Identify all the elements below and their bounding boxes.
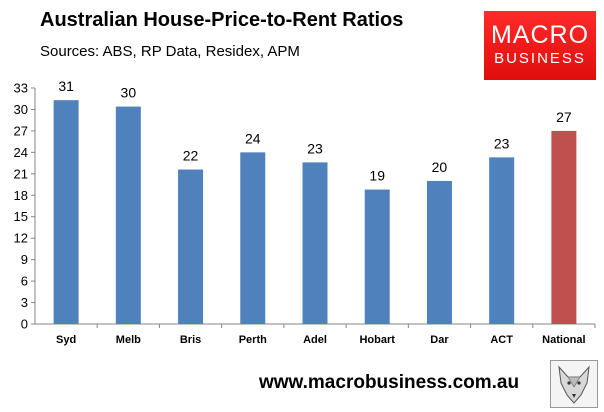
chart-bars bbox=[53, 100, 577, 325]
y-tick-label: 0 bbox=[21, 317, 28, 332]
data-label: 27 bbox=[556, 109, 572, 125]
y-tick-label: 18 bbox=[14, 188, 28, 203]
y-tick-label: 3 bbox=[21, 295, 28, 310]
x-tick-label: Syd bbox=[56, 334, 76, 346]
y-tick-label: 33 bbox=[14, 81, 28, 96]
wolf-head-icon bbox=[550, 360, 598, 408]
y-tick-label: 12 bbox=[14, 231, 28, 246]
bar bbox=[489, 157, 515, 324]
x-tick-label: ACT bbox=[490, 334, 513, 346]
x-tick-label: National bbox=[542, 334, 585, 346]
x-tick-label: Perth bbox=[239, 334, 267, 346]
data-label: 24 bbox=[245, 130, 261, 146]
y-tick-label: 30 bbox=[14, 102, 28, 117]
chart-labels: 0 3 6 9 12 15 18 21 24 27 30 33 31 Syd 30 Melb 22 Bris 24 P… bbox=[14, 78, 586, 346]
x-tick-label: Melb bbox=[116, 334, 141, 346]
data-label: 31 bbox=[58, 78, 74, 94]
data-label: 22 bbox=[183, 148, 199, 164]
data-label: 20 bbox=[432, 159, 448, 175]
bar bbox=[240, 152, 266, 324]
x-tick-label: Hobart bbox=[359, 334, 395, 346]
logo-line-2: BUSINESS bbox=[494, 50, 586, 67]
x-tick-label: Dar bbox=[430, 334, 449, 346]
data-label: 23 bbox=[307, 140, 323, 156]
x-tick-label: Bris bbox=[180, 334, 201, 346]
y-tick-label: 6 bbox=[21, 274, 28, 289]
website-url[interactable]: www.macrobusiness.com.au bbox=[259, 372, 520, 393]
data-label: 30 bbox=[121, 85, 137, 101]
y-tick-label: 15 bbox=[14, 209, 28, 224]
y-tick-label: 21 bbox=[14, 166, 28, 181]
chart-title: Australian House-Price-to-Rent Ratios bbox=[40, 9, 404, 31]
logo-line-1: MACRO bbox=[490, 21, 590, 49]
bar bbox=[115, 106, 141, 325]
bar bbox=[551, 130, 577, 324]
bar bbox=[426, 180, 452, 324]
bar bbox=[178, 169, 204, 324]
data-label: 23 bbox=[494, 135, 510, 151]
bar bbox=[53, 100, 79, 324]
bar bbox=[302, 162, 328, 324]
chart-subtitle: Sources: ABS, RP Data, Residex, APM bbox=[40, 43, 300, 60]
y-tick-label: 27 bbox=[14, 123, 28, 138]
y-tick-label: 24 bbox=[14, 145, 28, 160]
data-label: 19 bbox=[369, 168, 385, 184]
x-tick-label: Adel bbox=[303, 334, 327, 346]
macrobusiness-logo: MACRO BUSINESS bbox=[484, 11, 596, 80]
bar bbox=[364, 189, 390, 324]
y-tick-label: 9 bbox=[21, 252, 28, 267]
